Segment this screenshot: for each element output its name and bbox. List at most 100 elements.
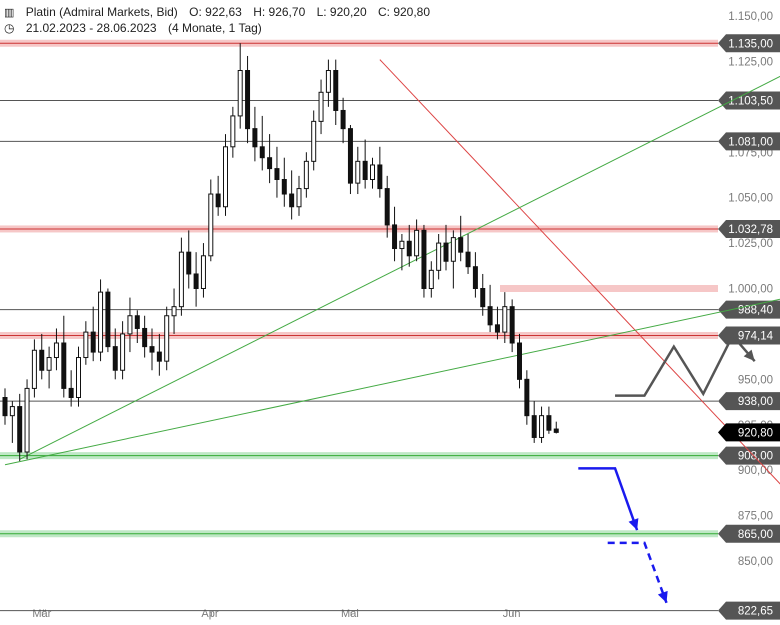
candle [487, 306, 493, 326]
candle [458, 237, 464, 253]
candle [465, 251, 471, 268]
x-tick-label: Jun [503, 608, 521, 620]
candle [494, 324, 500, 333]
chart-header: ▥ Platin (Admiral Markets, Bid) O: 922,6… [4, 5, 438, 19]
candle [46, 357, 52, 371]
candle [546, 415, 552, 431]
candle [303, 160, 309, 190]
candle [2, 397, 8, 417]
candle [414, 229, 420, 257]
x-tick-label: Mai [341, 608, 359, 620]
trendline [4, 298, 780, 466]
trendline [19, 75, 780, 460]
candle [193, 273, 199, 290]
candle [53, 342, 59, 359]
candle [289, 193, 295, 208]
y-tick-label: 900,00 [738, 465, 773, 477]
resistance-zone [500, 285, 718, 292]
candle [296, 188, 302, 208]
clock-icon: ◷ [4, 21, 15, 35]
high-value: H: 926,70 [253, 5, 306, 19]
level-tag [718, 132, 780, 151]
candle [90, 331, 96, 353]
period-label: (4 Monate, 1 Tag) [167, 21, 262, 35]
level-tag [718, 34, 780, 53]
candle [539, 415, 545, 438]
candle [450, 237, 456, 262]
candle [384, 188, 390, 226]
candle [178, 251, 184, 308]
open-value: O: 922,63 [189, 5, 242, 19]
candle [142, 327, 148, 348]
candle [105, 291, 111, 348]
level-label: 1.081,00 [728, 136, 773, 148]
candle [252, 128, 258, 148]
projection-path [607, 541, 668, 604]
projection-arrowhead [628, 518, 639, 531]
level-tag [718, 446, 780, 465]
low-value: L: 920,20 [316, 5, 367, 19]
candle [370, 164, 375, 180]
level-label: 938,00 [738, 396, 773, 408]
candle [24, 387, 30, 453]
y-tick-label: 1.000,00 [728, 284, 773, 296]
candle [531, 415, 537, 438]
level-label: 822,65 [738, 606, 773, 618]
candle [9, 406, 15, 417]
candle [98, 291, 104, 353]
candle [164, 315, 170, 362]
level-label: 988,40 [738, 305, 773, 317]
candle [68, 387, 74, 398]
candle [399, 240, 405, 250]
level-tag [718, 326, 780, 345]
candle [436, 242, 442, 271]
candle [347, 128, 353, 184]
candle [421, 229, 427, 290]
close-value: C: 920,80 [377, 5, 431, 19]
y-tick-label: 875,00 [738, 511, 773, 523]
level-tag [718, 219, 780, 238]
date-range: 21.02.2023 - 28.06.2023 [25, 21, 157, 35]
candle [362, 160, 368, 180]
current-price-label: 920,80 [738, 427, 773, 439]
candle [502, 306, 508, 333]
candle [208, 193, 214, 257]
y-tick-label: 950,00 [738, 374, 773, 386]
candle [134, 315, 140, 329]
x-tick-label: Apr [201, 608, 218, 620]
level-label: 1.135,00 [728, 38, 773, 50]
bar-chart-icon: ▥ [4, 7, 15, 19]
candle [406, 240, 412, 257]
candle [237, 70, 243, 117]
candle [392, 224, 398, 250]
candle [156, 351, 162, 362]
candle [83, 331, 89, 359]
candle [274, 168, 280, 181]
projection-path [615, 333, 756, 397]
candle [149, 346, 155, 353]
candle [223, 146, 228, 208]
y-tick-label: 850,00 [738, 556, 773, 568]
level-label: 908,00 [738, 451, 773, 463]
candle [428, 269, 434, 290]
candle [325, 70, 331, 93]
level-label: 865,00 [738, 529, 773, 541]
candle [120, 333, 126, 371]
candle [509, 306, 515, 344]
level-label: 974,14 [738, 330, 774, 342]
level-tag [718, 91, 780, 110]
candle [311, 120, 317, 162]
candle [76, 357, 81, 398]
candle [524, 378, 530, 417]
projection-arrowhead [657, 590, 668, 603]
candle [200, 255, 206, 290]
candle [553, 428, 559, 433]
x-tick-label: Mär [32, 608, 51, 620]
instrument-name: Platin (Admiral Markets, Bid) [25, 5, 178, 19]
candle [112, 346, 118, 371]
candle [245, 70, 251, 130]
candle [480, 288, 486, 308]
candle [215, 193, 221, 208]
candle [517, 342, 522, 380]
